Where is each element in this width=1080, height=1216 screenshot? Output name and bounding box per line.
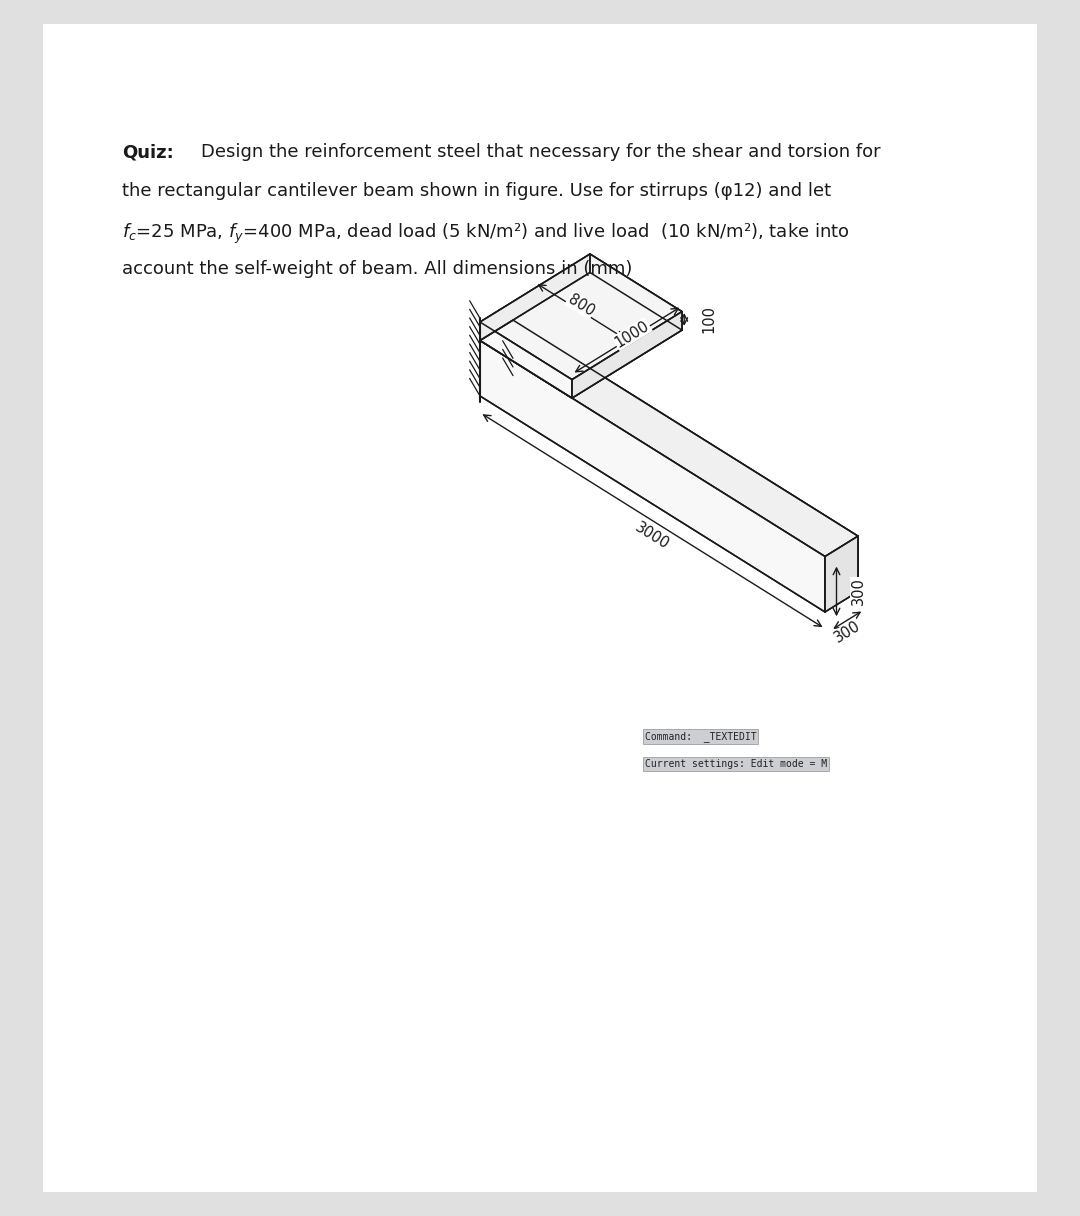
Polygon shape	[480, 320, 858, 557]
Text: $f_c$=25 MPa, $f_y$=400 MPa, dead load (5 kN/m²) and live load  (10 kN/m²), take: $f_c$=25 MPa, $f_y$=400 MPa, dead load (…	[122, 221, 850, 246]
Polygon shape	[480, 322, 572, 398]
Text: 1000: 1000	[612, 317, 652, 350]
Text: Command:  _TEXTEDIT: Command: _TEXTEDIT	[645, 731, 757, 742]
Text: account the self-weight of beam. All dimensions in (mm): account the self-weight of beam. All dim…	[122, 260, 633, 278]
Text: 300: 300	[851, 578, 866, 606]
Text: the rectangular cantilever beam shown in figure. Use for stirrups (φ12) and let: the rectangular cantilever beam shown in…	[122, 182, 832, 201]
Polygon shape	[480, 340, 825, 612]
Polygon shape	[480, 254, 590, 340]
Text: 3000: 3000	[633, 519, 672, 552]
Text: 300: 300	[832, 619, 863, 646]
Text: Current settings: Edit mode = M: Current settings: Edit mode = M	[645, 759, 827, 769]
Text: Design the reinforcement steel that necessary for the shear and torsion for: Design the reinforcement steel that nece…	[201, 143, 880, 162]
Text: 800: 800	[565, 292, 597, 319]
Polygon shape	[480, 272, 681, 398]
Polygon shape	[572, 311, 681, 398]
Text: 100: 100	[702, 305, 717, 333]
Polygon shape	[480, 254, 681, 379]
Polygon shape	[513, 320, 858, 592]
Polygon shape	[825, 536, 858, 612]
Text: Quiz:: Quiz:	[122, 143, 174, 162]
Polygon shape	[590, 254, 681, 330]
